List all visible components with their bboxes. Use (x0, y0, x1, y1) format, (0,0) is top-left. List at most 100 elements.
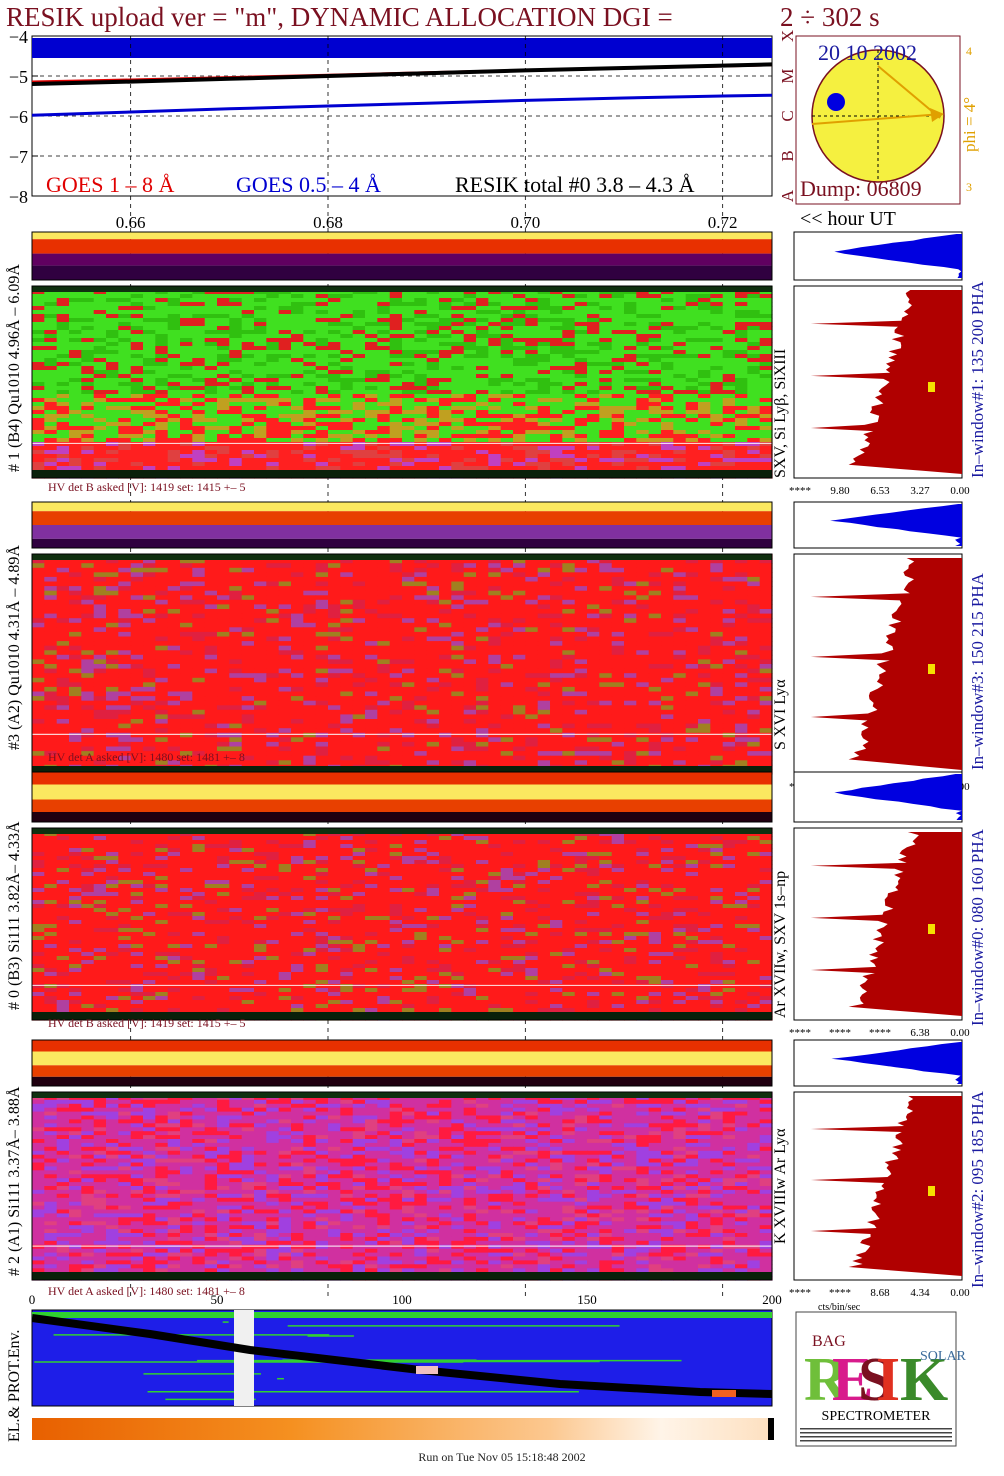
heatmap-cell (315, 362, 329, 367)
heatmap-cell (537, 586, 551, 592)
heatmap-cell (426, 454, 440, 459)
heatmap-cell (562, 650, 576, 656)
heatmap-cell (106, 366, 119, 371)
heatmap-cell (611, 342, 625, 347)
heatmap-cell (204, 370, 218, 375)
heatmap-cell (661, 306, 674, 311)
heatmap-cell (451, 410, 465, 415)
heatmap-cell (710, 563, 724, 569)
heatmap-cell (143, 586, 156, 592)
heatmap-cell (439, 668, 452, 674)
heatmap-cell (624, 374, 637, 379)
heatmap-cell (93, 641, 107, 647)
heatmap-cell (698, 558, 711, 564)
heatmap-cell (611, 462, 625, 467)
heatmap-cell (500, 430, 514, 435)
heatmap-cell (340, 426, 354, 431)
heatmap-cell (106, 641, 119, 647)
heatmap-cell (44, 386, 58, 391)
heatmap-cell (291, 346, 304, 351)
heatmap-cell (180, 558, 193, 564)
heatmap-cell (476, 398, 489, 403)
heatmap-cell (352, 454, 366, 459)
heatmap-cell (624, 382, 637, 387)
heatmap-cell (254, 458, 267, 463)
heatmap-cell (537, 342, 551, 347)
heatmap-cell (735, 609, 748, 615)
heatmap-cell (167, 310, 181, 315)
heatmap-cell (414, 326, 428, 331)
heatmap-cell (229, 382, 243, 387)
heatmap-cell (673, 618, 687, 624)
heatmap-cell (463, 382, 477, 387)
heatmap-cell (315, 382, 329, 387)
heatmap-cell (278, 654, 292, 660)
heatmap-cell (735, 378, 748, 383)
heatmap-cell (685, 334, 699, 339)
heatmap-cell (648, 290, 662, 295)
heatmap-cell (587, 302, 600, 307)
heatmap-cell (710, 346, 724, 351)
heatmap-cell (229, 358, 243, 363)
heatmap-cell (155, 668, 169, 674)
heatmap-cell (352, 390, 366, 395)
heatmap-cell (32, 326, 45, 331)
heatmap-cell (266, 350, 280, 355)
heatmap-cell (167, 394, 181, 399)
heatmap-cell (673, 454, 687, 459)
heatmap-cell (155, 576, 169, 583)
heatmap-cell (451, 298, 465, 303)
heatmap-cell (254, 398, 267, 403)
heatmap-cell (747, 446, 761, 451)
heatmap-cell (525, 330, 539, 335)
heatmap-cell (402, 650, 415, 656)
heatmap-cell (130, 394, 144, 399)
heatmap-cell (451, 438, 465, 443)
heatmap-cell (636, 466, 650, 471)
heatmap-cell (32, 302, 45, 307)
heatmap-cell (167, 636, 181, 642)
heatmap-cell (698, 668, 711, 674)
heatmap-cell (266, 454, 280, 459)
heatmap-cell (254, 627, 267, 633)
heatmap-cell (130, 330, 144, 335)
heatmap-cell (106, 398, 119, 403)
heatmap-cell (56, 366, 70, 371)
heatmap-cell (747, 700, 761, 706)
heatmap-cell (192, 438, 206, 443)
heatmap-cell (32, 334, 45, 339)
heatmap-cell (81, 654, 95, 660)
heatmap-cell (463, 618, 477, 624)
heatmap-cell (550, 314, 563, 319)
heatmap-cell (352, 426, 366, 431)
heatmap-cell (661, 576, 674, 583)
heatmap-cell (118, 326, 132, 331)
heatmap-cell (759, 631, 773, 638)
heatmap-cell (550, 609, 563, 615)
heatmap-cell (254, 434, 267, 439)
heatmap-cell (204, 382, 218, 387)
heatmap-cell (266, 650, 280, 656)
heatmap-cell (315, 581, 329, 587)
heatmap-cell (722, 394, 736, 399)
heatmap-cell (180, 696, 193, 702)
heatmap-cell (180, 438, 193, 443)
heatmap-cell (303, 298, 317, 303)
heatmap-cell (81, 390, 95, 395)
heatmap-cell (439, 334, 452, 339)
heatmap-cell (426, 410, 440, 415)
heatmap-cell (722, 673, 736, 679)
heatmap-cell (180, 358, 193, 363)
heatmap-cell (69, 394, 82, 399)
heatmap-cell (476, 318, 489, 323)
heatmap-cell (599, 362, 613, 367)
heatmap-cell (81, 586, 95, 592)
heatmap-cell (352, 326, 366, 331)
heatmap-cell (192, 650, 206, 656)
heatmap-cell (476, 581, 489, 587)
heatmap-cell (167, 398, 181, 403)
heatmap-cell (747, 434, 761, 439)
heatmap-cell (155, 650, 169, 656)
heatmap-cell (476, 645, 489, 651)
heatmap-cell (130, 346, 144, 351)
